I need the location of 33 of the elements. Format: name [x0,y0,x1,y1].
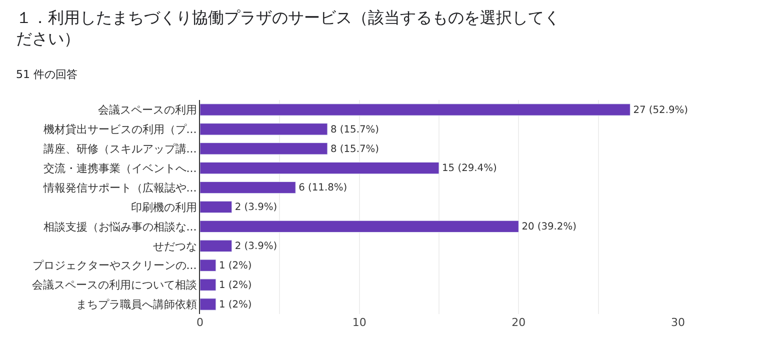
y-tick-label: 会議スペースの利用について相談 [32,278,197,292]
y-tick-label: 交流・連携事業（イベントへ... [43,162,197,175]
bar [200,278,216,291]
data-label: 2 (3.9%) [234,241,278,252]
y-tick-label: せだつな [152,240,197,253]
y-tick-label: 会議スペースの利用 [98,104,197,117]
x-tick-label: 10 [352,316,366,329]
x-tick-label: 30 [671,316,685,329]
data-label: 6 (11.8%) [298,182,348,194]
bar [200,200,232,214]
bar [200,298,216,310]
text: 51 件の回答 [16,68,78,81]
y-tick-label: 講座、研修（スキルアップ講... [43,142,197,156]
bar [200,240,232,252]
y-tick-label: 機材貸出サービスの利用（プ... [43,123,197,136]
chart-title: １．利用したまちづくり協働プラザのサービス（該当するものを選択してください） [16,8,560,48]
data-label: 15 (29.4%) [442,163,497,174]
data-label: 1 (2%) [218,299,252,310]
data-label: 20 (39.2%) [522,222,576,233]
data-label: 1 (2%) [218,280,252,291]
bar [200,259,216,272]
y-tick-label: プロジェクターやスクリーンの... [32,259,197,272]
y-tick-label: 印刷機の利用 [130,200,197,214]
x-tick-label: 20 [512,316,526,329]
data-label: 8 (15.7%) [330,124,379,136]
data-label: 8 (15.7%) [330,144,379,155]
x-tick-label: 0 [196,316,204,329]
data-label: 2 (3.9%) [234,202,278,214]
data-label: 27 (52.9%) [633,104,688,116]
data-label: 1 (2%) [218,260,252,272]
y-tick-label: まちプラ職員へ講師依頼 [76,298,197,312]
y-tick-label: 情報発信サポート（広報誌や... [42,181,197,194]
y-tick-label: 相談支援（お悩み事の相談な... [43,220,197,234]
